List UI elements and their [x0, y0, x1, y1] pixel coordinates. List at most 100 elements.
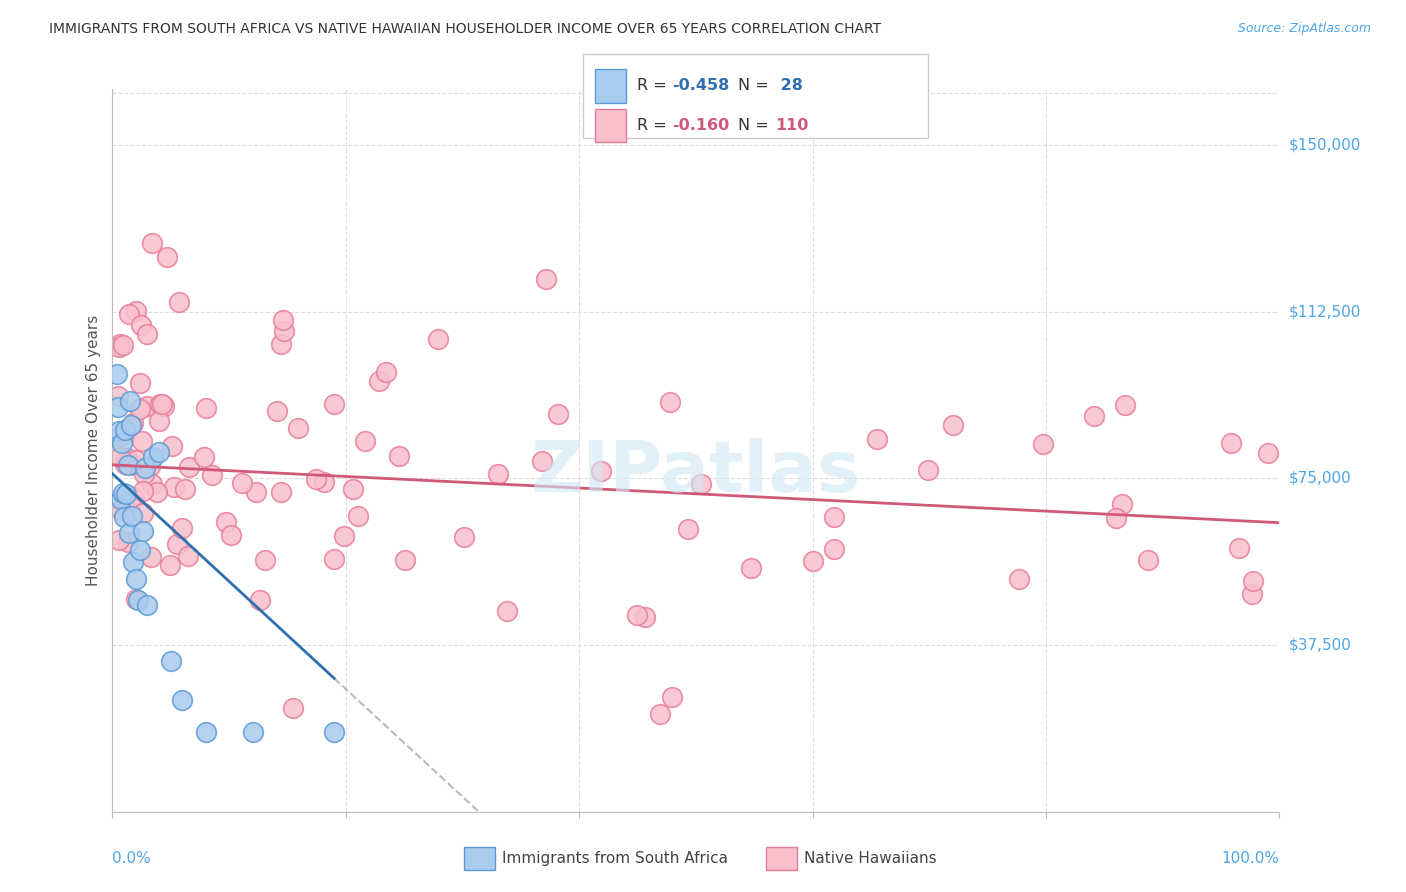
- Point: [394, 553, 416, 567]
- Point: [534, 271, 557, 285]
- Point: [1105, 511, 1128, 525]
- Point: [323, 724, 346, 739]
- Text: Immigrants from South Africa: Immigrants from South Africa: [502, 851, 728, 865]
- Point: [314, 475, 336, 489]
- Point: [141, 476, 163, 491]
- Point: [107, 389, 129, 403]
- Point: [648, 706, 671, 721]
- Point: [354, 434, 377, 448]
- Point: [121, 416, 143, 430]
- Point: [125, 453, 148, 467]
- Point: [148, 413, 170, 427]
- Point: [368, 374, 391, 388]
- Point: [634, 610, 657, 624]
- Point: [426, 332, 449, 346]
- Text: R =: R =: [637, 78, 672, 94]
- Text: $75,000: $75,000: [1289, 471, 1351, 486]
- Text: $150,000: $150,000: [1289, 137, 1361, 153]
- Point: [249, 593, 271, 607]
- Point: [305, 472, 328, 486]
- Point: [122, 458, 145, 472]
- Point: [1032, 436, 1054, 450]
- Point: [162, 439, 184, 453]
- Point: [801, 554, 824, 568]
- Point: [1083, 409, 1105, 423]
- Text: ZIPatlas: ZIPatlas: [531, 438, 860, 507]
- Point: [129, 402, 152, 417]
- Text: R =: R =: [637, 118, 672, 133]
- Point: [142, 450, 165, 465]
- Point: [131, 434, 153, 448]
- Point: [323, 397, 346, 411]
- Point: [121, 508, 143, 523]
- Point: [486, 467, 509, 481]
- Point: [107, 533, 129, 547]
- Point: [132, 467, 155, 481]
- Point: [589, 463, 612, 477]
- Text: 100.0%: 100.0%: [1222, 852, 1279, 866]
- Point: [1008, 572, 1031, 586]
- Point: [1240, 587, 1263, 601]
- Point: [342, 482, 364, 496]
- Point: [132, 483, 155, 498]
- Point: [114, 457, 136, 471]
- Point: [690, 476, 713, 491]
- Text: -0.458: -0.458: [672, 78, 730, 94]
- Point: [221, 528, 243, 542]
- Point: [201, 468, 224, 483]
- Point: [172, 521, 194, 535]
- Point: [177, 549, 200, 564]
- Text: 0.0%: 0.0%: [112, 852, 152, 866]
- Point: [283, 701, 305, 715]
- Point: [1111, 497, 1133, 511]
- Point: [108, 450, 131, 464]
- Point: [127, 593, 149, 607]
- Point: [110, 491, 132, 506]
- Point: [194, 724, 217, 739]
- Text: Native Hawaiians: Native Hawaiians: [804, 851, 936, 865]
- Point: [347, 508, 370, 523]
- Point: [125, 592, 148, 607]
- Point: [108, 424, 131, 438]
- Point: [124, 491, 146, 506]
- Point: [115, 487, 138, 501]
- Point: [132, 506, 155, 520]
- Point: [287, 421, 309, 435]
- Point: [273, 324, 295, 338]
- Point: [132, 524, 155, 538]
- Point: [112, 338, 135, 352]
- Point: [114, 423, 136, 437]
- Point: [112, 497, 135, 511]
- Text: 110: 110: [775, 118, 808, 133]
- Point: [110, 503, 132, 517]
- Point: [117, 458, 139, 472]
- Point: [193, 450, 215, 464]
- Point: [245, 485, 267, 500]
- Point: [125, 572, 148, 586]
- Point: [117, 534, 139, 549]
- Point: [495, 604, 517, 618]
- Point: [172, 692, 194, 706]
- Point: [740, 561, 762, 575]
- Point: [242, 724, 264, 739]
- Point: [271, 312, 294, 326]
- Point: [120, 418, 142, 433]
- Point: [112, 510, 135, 524]
- Point: [110, 429, 132, 443]
- Point: [136, 598, 159, 612]
- Point: [129, 543, 152, 558]
- Point: [136, 326, 159, 341]
- Point: [152, 399, 174, 413]
- Point: [141, 550, 163, 565]
- Point: [1257, 445, 1279, 459]
- Text: $37,500: $37,500: [1289, 638, 1351, 652]
- Point: [1114, 398, 1136, 412]
- Text: N =: N =: [738, 78, 775, 94]
- Point: [162, 480, 184, 494]
- Point: [115, 450, 138, 465]
- Point: [125, 303, 148, 318]
- Point: [118, 307, 141, 321]
- Point: [270, 485, 292, 500]
- Point: [107, 400, 129, 414]
- Point: [387, 450, 409, 464]
